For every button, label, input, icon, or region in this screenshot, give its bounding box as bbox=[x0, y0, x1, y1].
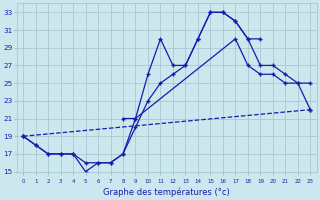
X-axis label: Graphe des températures (°c): Graphe des températures (°c) bbox=[103, 187, 230, 197]
